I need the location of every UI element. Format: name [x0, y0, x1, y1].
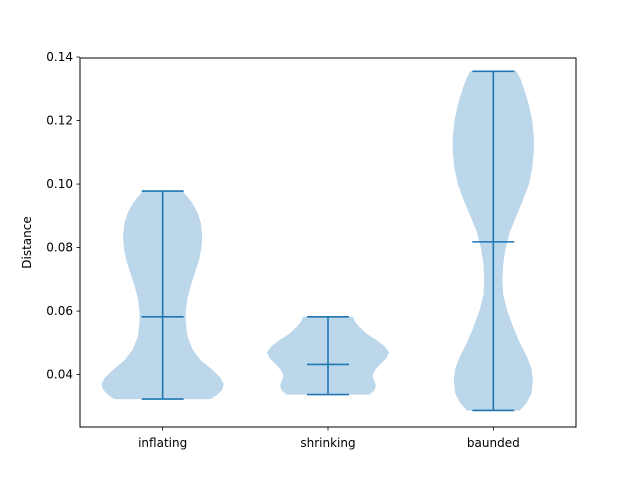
y-tick-label: 0.04	[46, 368, 73, 382]
y-tick-label: 0.14	[46, 50, 73, 64]
x-tick-label: baunded	[467, 436, 520, 450]
y-axis-label: Distance	[20, 216, 34, 268]
y-axis: 0.04 0.06 0.08 0.10 0.12 0.14	[46, 50, 80, 382]
x-tick-label: inflating	[138, 436, 187, 450]
y-tick-label: 0.06	[46, 304, 73, 318]
y-tick-label: 0.10	[46, 177, 73, 191]
y-tick-label: 0.08	[46, 241, 73, 255]
x-tick-label: shrinking	[300, 436, 355, 450]
y-tick-label: 0.12	[46, 114, 73, 128]
x-axis: inflating shrinking baunded	[138, 427, 520, 450]
violins-layer	[101, 70, 534, 412]
